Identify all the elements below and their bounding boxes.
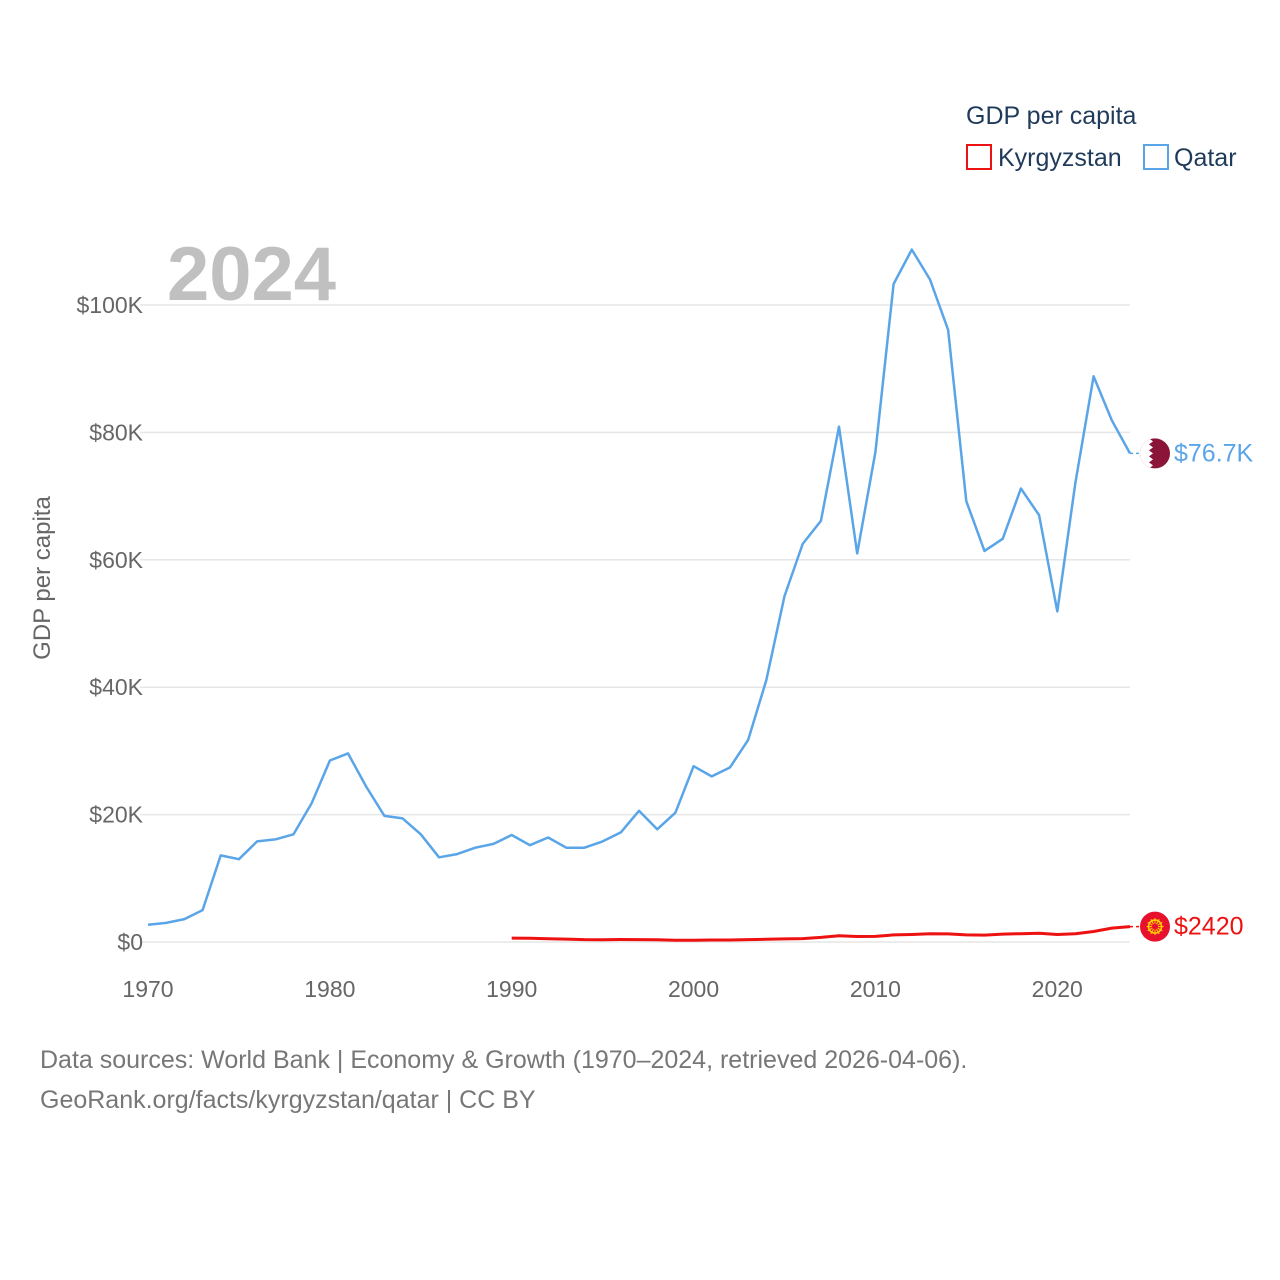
end-value-label-qatar: $76.7K bbox=[1174, 439, 1254, 467]
footer-attribution-link[interactable]: GeoRank.org/facts/kyrgyzstan/qatar | CC … bbox=[40, 1086, 536, 1114]
legend-title: GDP per capita bbox=[966, 102, 1137, 130]
y-tick-label: $100K bbox=[76, 292, 143, 318]
x-tick-label: 2000 bbox=[668, 976, 719, 1002]
legend-item-qatar[interactable]: Qatar bbox=[1143, 144, 1237, 172]
series-endpoints: $2420 $76.7K bbox=[1130, 438, 1254, 942]
x-tick-label: 2020 bbox=[1032, 976, 1083, 1002]
qatar-flag-icon bbox=[1140, 438, 1170, 469]
legend-label-kyrgyzstan: Kyrgyzstan bbox=[998, 144, 1122, 172]
x-axis-ticks: 1970 1980 1990 2000 2010 2020 bbox=[122, 976, 1082, 1002]
current-year-label: 2024 bbox=[167, 232, 336, 317]
legend-swatch-kyrgyzstan bbox=[966, 144, 992, 170]
gdp-line-chart: $0 $20K $40K $60K $80K $100K 1970 1980 1990 2000… bbox=[29, 102, 1254, 1002]
legend-label-qatar: Qatar bbox=[1174, 144, 1237, 172]
y-axis-ticks: $0 $20K $40K $60K $80K $100K bbox=[76, 292, 143, 955]
x-tick-label: 1990 bbox=[486, 976, 537, 1002]
footer-data-sources: Data sources: World Bank | Economy & Gro… bbox=[40, 1046, 968, 1074]
series-line-qatar bbox=[147, 248, 1132, 927]
x-tick-label: 1980 bbox=[304, 976, 355, 1002]
footer-source: Data sources: World Bank | Economy & Gro… bbox=[40, 1040, 967, 1120]
kyrgyzstan-flag-icon bbox=[1140, 911, 1170, 942]
legend-item-kyrgyzstan[interactable]: Kyrgyzstan bbox=[966, 144, 1122, 172]
y-tick-label: $20K bbox=[89, 802, 143, 828]
legend-swatch-qatar bbox=[1143, 144, 1169, 170]
gridlines bbox=[140, 304, 1130, 943]
end-value-label-kyrgyzstan: $2420 bbox=[1174, 913, 1244, 941]
y-axis-title: GDP per capita bbox=[29, 496, 56, 660]
legend[interactable]: GDP per capita Kyrgyzstan Qatar bbox=[966, 102, 1237, 172]
y-tick-label: $0 bbox=[117, 929, 143, 955]
y-tick-label: $80K bbox=[89, 419, 143, 445]
x-tick-label: 1970 bbox=[122, 976, 173, 1002]
y-tick-label: $40K bbox=[89, 674, 143, 700]
series-lines bbox=[147, 248, 1132, 942]
y-tick-label: $60K bbox=[89, 547, 143, 573]
x-tick-label: 2010 bbox=[850, 976, 901, 1002]
series-line-kyrgyzstan bbox=[511, 925, 1131, 942]
